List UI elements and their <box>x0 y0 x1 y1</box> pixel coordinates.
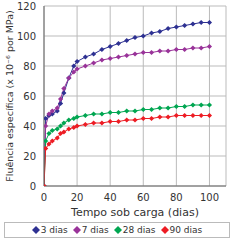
svg-text:20: 20 <box>71 192 84 203</box>
svg-text:0: 0 <box>30 181 36 192</box>
html-text:3 dias: 3 dias <box>40 225 68 235</box>
svg-text:80: 80 <box>23 61 36 72</box>
svg-text:Fluência específica (x 10⁻⁶ po: Fluência específica (x 10⁻⁶ por MPa) <box>8 10 15 181</box>
svg-text:Tempo sob carga (dias): Tempo sob carga (dias) <box>70 206 199 219</box>
html-text:28 dias: 28 dias <box>122 225 156 235</box>
svg-text:100: 100 <box>200 192 219 203</box>
svg-text:60: 60 <box>137 192 150 203</box>
svg-text:20: 20 <box>23 151 36 162</box>
svg-text:60: 60 <box>23 91 36 102</box>
svg-text:100: 100 <box>17 31 36 42</box>
svg-text:40: 40 <box>104 192 117 203</box>
html-text:7 dias: 7 dias <box>81 225 109 235</box>
svg-text:40: 40 <box>23 121 36 132</box>
svg-text:80: 80 <box>170 192 183 203</box>
html-text:90 dias: 90 dias <box>169 225 203 235</box>
svg-text:120: 120 <box>17 1 36 12</box>
svg-text:0: 0 <box>41 192 47 203</box>
